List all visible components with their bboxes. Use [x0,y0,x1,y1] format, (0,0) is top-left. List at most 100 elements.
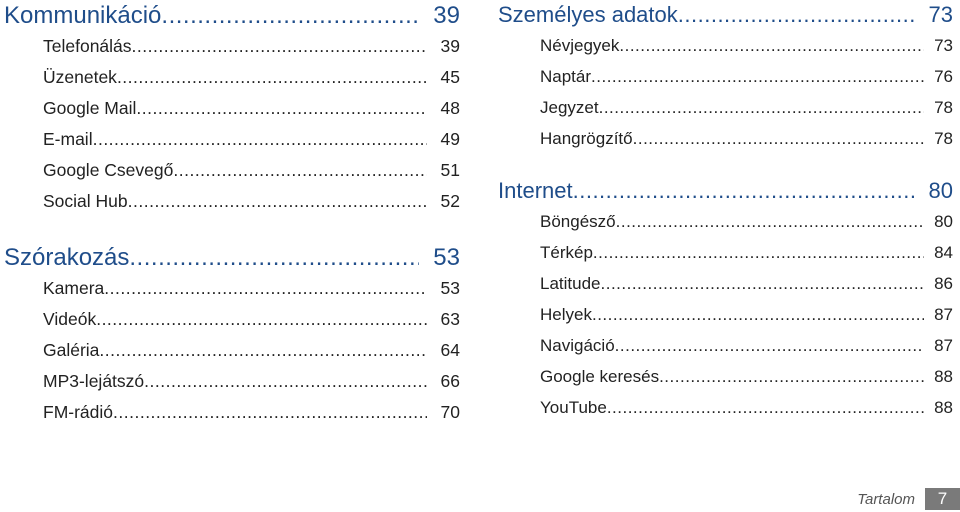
entry-label: Latitude [540,274,601,293]
toc-entry[interactable]: Google Mail 48 [4,93,460,124]
dot-leader [616,206,924,237]
toc-entry[interactable]: YouTube 88 [498,392,953,423]
toc-entry[interactable]: Naptár 76 [498,61,953,92]
toc-entry[interactable]: Galéria 64 [4,335,460,366]
entry-page-number: 39 [440,36,460,56]
dot-leader [619,30,924,61]
dot-leader [117,62,427,93]
entry-label: Navigáció [540,336,615,355]
section-title-row[interactable]: Kommunikáció 39 [4,1,460,31]
entry-page-number: 66 [440,371,460,391]
section-page-number: 39 [433,2,460,29]
section-page-number: 53 [433,244,460,271]
footer-section-label: Tartalom [857,490,915,508]
entry-label: FM-rádió [43,402,114,422]
section-title-row[interactable]: Személyes adatok 73 [498,0,953,30]
toc-entry[interactable]: Social Hub 52 [4,186,460,217]
toc-entry[interactable]: Videók 63 [4,304,460,335]
dot-leader [601,268,925,299]
entry-page-number: 53 [440,278,460,298]
entry-page-number: 78 [934,98,953,117]
toc-entry[interactable]: Helyek 87 [498,299,953,330]
toc-section-kommunikacio: Kommunikáció 39 Telefonálás 39 Üzenetek … [4,1,460,217]
footer-page-number: 7 [925,488,960,510]
toc-entry[interactable]: Üzenetek 45 [4,62,460,93]
dot-leader [132,31,427,62]
section-page-number: 80 [928,178,953,203]
toc-section-szemelyes-adatok: Személyes adatok 73 Névjegyek 73 Naptár … [498,0,953,154]
dot-leader [593,237,924,268]
entry-label: Naptár [540,67,592,86]
dot-leader [659,361,924,392]
entry-label: Google Mail [43,98,137,118]
section-title: Személyes adatok [498,2,678,27]
entry-label: Telefonálás [43,36,132,56]
entry-label: Térkép [540,243,593,262]
dot-leader [607,392,924,423]
entry-page-number: 80 [934,212,953,231]
dot-leader [129,243,419,273]
toc-entry[interactable]: Jegyzet 78 [498,92,953,123]
entry-page-number: 78 [934,129,953,148]
entry-page-number: 88 [934,398,953,417]
dot-leader [144,366,426,397]
entry-page-number: 70 [440,402,460,422]
section-page-number: 73 [928,2,953,27]
toc-entry[interactable]: FM-rádió 70 [4,397,460,428]
toc-section-internet: Internet 80 Böngésző 80 Térkép 84 Latitu… [498,176,953,423]
entry-page-number: 45 [440,67,460,87]
dot-leader [633,123,924,154]
dot-leader [678,0,917,30]
section-title-row[interactable]: Internet 80 [498,176,953,206]
entry-label: Galéria [43,340,100,360]
dot-leader [615,330,924,361]
entry-label: Helyek [540,305,592,324]
entry-label: MP3-lejátszó [43,371,145,391]
entry-label: YouTube [540,398,607,417]
toc-entry[interactable]: Böngésző 80 [498,206,953,237]
section-title: Kommunikáció [4,2,162,29]
section-title: Internet [498,178,573,203]
toc-entry[interactable]: Navigáció 87 [498,330,953,361]
toc-entry[interactable]: Google keresés 88 [498,361,953,392]
entry-page-number: 52 [440,191,460,211]
dot-leader [104,273,426,304]
entry-label: Social Hub [43,191,128,211]
toc-entry[interactable]: Kamera 53 [4,273,460,304]
toc-entry[interactable]: Névjegyek 73 [498,30,953,61]
dot-leader [591,61,924,92]
dot-leader [96,304,426,335]
toc-entry[interactable]: Térkép 84 [498,237,953,268]
dot-leader [93,124,427,155]
toc-entry[interactable]: Latitude 86 [498,268,953,299]
entry-label: Böngésző [540,212,616,231]
dot-leader [136,93,426,124]
entry-label: Névjegyek [540,36,620,55]
entry-page-number: 64 [440,340,460,360]
toc-entry[interactable]: Telefonálás 39 [4,31,460,62]
dot-leader [113,397,427,428]
toc-entry[interactable]: Hangrögzítő 78 [498,123,953,154]
entry-page-number: 84 [934,243,953,262]
entry-page-number: 51 [440,160,460,180]
entry-page-number: 76 [934,67,953,86]
entry-label: Hangrögzítő [540,129,633,148]
dot-leader [573,176,917,206]
entry-label: Jegyzet [540,98,599,117]
dot-leader [592,299,924,330]
toc-entry[interactable]: E-mail 49 [4,124,460,155]
dot-leader [161,1,419,31]
toc-entry[interactable]: MP3-lejátszó 66 [4,366,460,397]
entry-page-number: 73 [934,36,953,55]
dot-leader [599,92,924,123]
entry-label: E-mail [43,129,93,149]
entry-page-number: 49 [440,129,460,149]
toc-entry[interactable]: Google Csevegő 51 [4,155,460,186]
entry-page-number: 63 [440,309,460,329]
entry-page-number: 48 [440,98,460,118]
section-title-row[interactable]: Szórakozás 53 [4,243,460,273]
entry-label: Google keresés [540,367,660,386]
entry-page-number: 87 [934,305,953,324]
entry-page-number: 88 [934,367,953,386]
entry-label: Videók [43,309,97,329]
